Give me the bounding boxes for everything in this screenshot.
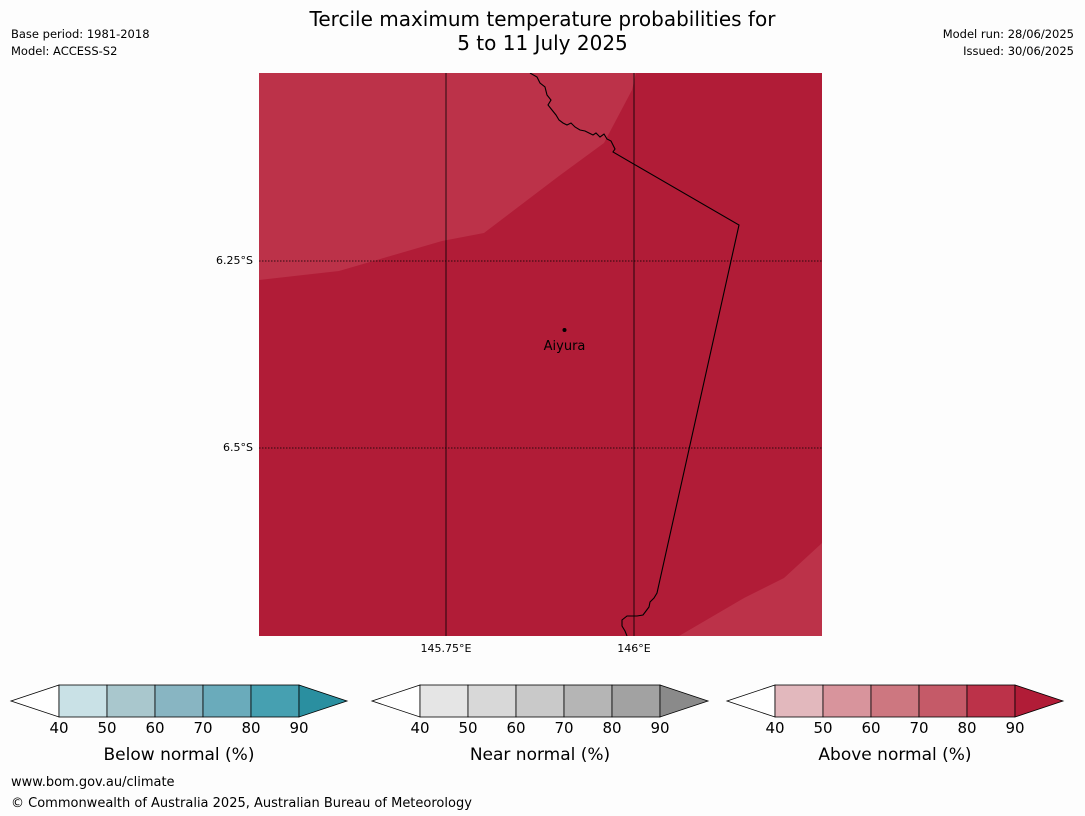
cb0-swatch-4 [250, 684, 300, 718]
cb2-under-arrow [725, 684, 776, 718]
cb0-tick-50: 50 [97, 719, 117, 737]
model-name: Model: ACCESS-S2 [11, 44, 118, 58]
cb2-tick-70: 70 [909, 719, 929, 737]
map-title: Tercile maximum temperature probabilitie… [0, 7, 1085, 55]
cb2-over-arrow [1014, 684, 1065, 718]
cb0-swatch-1 [106, 684, 156, 718]
base-period: Base period: 1981-2018 [11, 27, 150, 41]
cb1-over-arrow [659, 684, 710, 718]
cb0-tick-80: 80 [241, 719, 261, 737]
cb1-swatch-0 [419, 684, 469, 718]
cb2-tick-40: 40 [765, 719, 785, 737]
cb1-tick-50: 50 [458, 719, 478, 737]
cb2-swatch-4 [966, 684, 1016, 718]
cb2-swatch-2 [870, 684, 920, 718]
cb2-tick-50: 50 [813, 719, 833, 737]
footer-url: www.bom.gov.au/climate [11, 775, 175, 790]
cb2-swatch-0 [774, 684, 824, 718]
colorbar-near-normal-swatches [370, 684, 710, 718]
cb1-tick-40: 40 [410, 719, 430, 737]
issued-date: Issued: 30/06/2025 [963, 44, 1074, 58]
cb2-tick-60: 60 [861, 719, 881, 737]
cb1-tick-60: 60 [506, 719, 526, 737]
coastline-border [529, 73, 740, 636]
cb1-swatch-3 [563, 684, 613, 718]
cb0-label: Below normal (%) [103, 745, 255, 765]
cb2-tick-80: 80 [957, 719, 977, 737]
colorbar-above-normal-swatches [725, 684, 1065, 718]
cb1-tick-80: 80 [602, 719, 622, 737]
cb1-under-arrow [370, 684, 421, 718]
above-normal-80-region-northwest [259, 73, 636, 280]
model-run: Model run: 28/06/2025 [942, 27, 1074, 41]
meta-left: Base period: 1981-2018 Model: ACCESS-S2 [11, 26, 150, 60]
cb1-label: Near normal (%) [469, 745, 611, 765]
aiyura-marker [562, 328, 567, 332]
cb1-tick-90: 90 [650, 719, 670, 737]
colorbar-below-normal-swatches [9, 684, 349, 718]
cb0-tick-60: 60 [145, 719, 165, 737]
cb1-swatch-4 [611, 684, 661, 718]
cb0-under-arrow [9, 684, 60, 718]
meta-right: Model run: 28/06/2025 Issued: 30/06/2025 [943, 26, 1074, 60]
cb2-label: Above normal (%) [818, 745, 972, 765]
footer-copyright: © Commonwealth of Australia 2025, Austra… [11, 796, 472, 811]
cb2-swatch-1 [822, 684, 872, 718]
cb0-swatch-2 [154, 684, 204, 718]
cb0-swatch-3 [202, 684, 252, 718]
lat-label-6-25: 6.25°S [216, 254, 253, 267]
title-line-1: Tercile maximum temperature probabilitie… [309, 7, 776, 31]
cb0-tick-90: 90 [289, 719, 309, 737]
title-line-2: 5 to 11 July 2025 [457, 31, 628, 55]
cb2-tick-90: 90 [1005, 719, 1025, 737]
lon-label-145-75: 145.75°E [420, 642, 472, 655]
cb0-tick-70: 70 [193, 719, 213, 737]
lon-label-146: 146°E [617, 642, 651, 655]
probability-map: Aiyura [259, 73, 822, 636]
above-normal-80-region-southeast [679, 543, 822, 636]
cb1-tick-70: 70 [554, 719, 574, 737]
cb0-tick-40: 40 [49, 719, 69, 737]
lat-label-6-5: 6.5°S [223, 441, 253, 454]
cb1-swatch-2 [515, 684, 565, 718]
cb0-swatch-0 [58, 684, 108, 718]
cb1-swatch-1 [467, 684, 517, 718]
cb2-swatch-3 [918, 684, 968, 718]
aiyura-label: Aiyura [544, 339, 586, 354]
cb0-over-arrow [298, 684, 349, 718]
